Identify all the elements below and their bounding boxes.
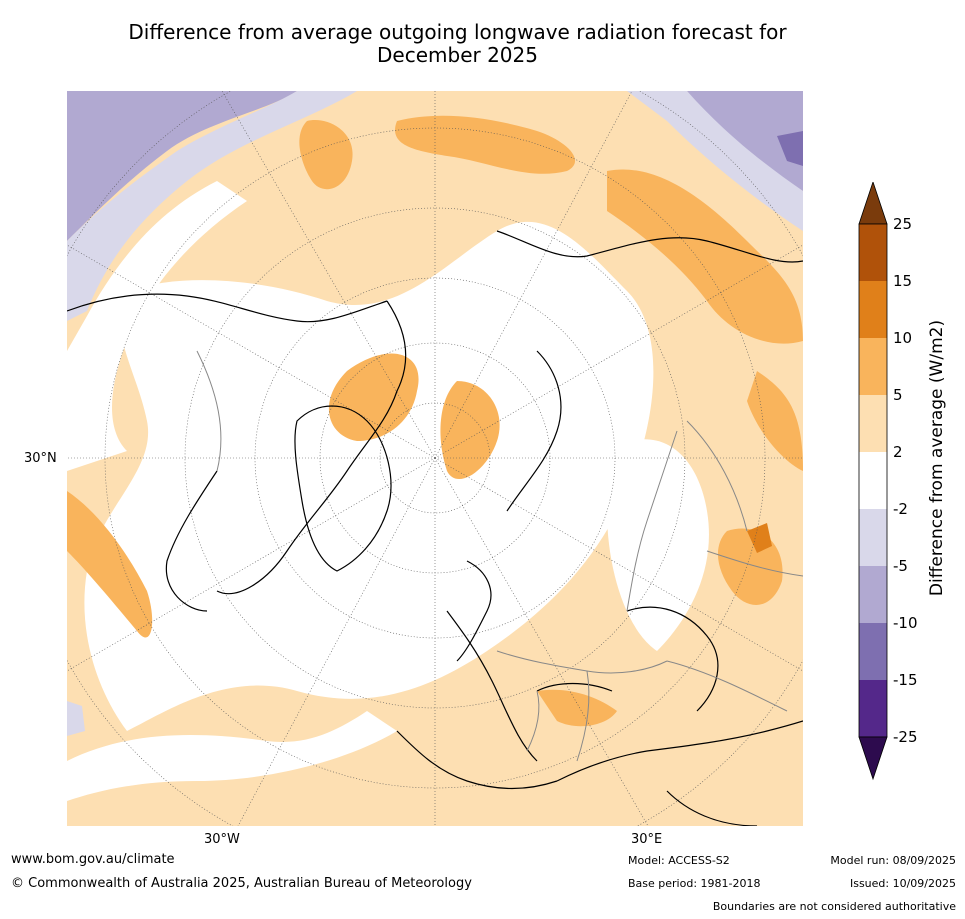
colorbar-tick-label: -2 <box>893 500 908 518</box>
colorbar-tick-label: 10 <box>893 329 913 347</box>
anomaly-positive-west <box>67 491 153 638</box>
title-line-1: Difference from average outgoing longwav… <box>128 20 787 44</box>
colorbar-tick-label: 25 <box>893 215 913 233</box>
longitude-label-30w: 30°W <box>204 832 240 847</box>
colorbar-tick-label: 15 <box>893 272 913 290</box>
anomaly-positive-greenland <box>328 353 419 441</box>
anomaly-positive-alaska-north <box>299 120 353 190</box>
anomaly-positive-arctic-centre <box>440 381 500 480</box>
colorbar-extend-bottom <box>858 736 888 781</box>
colorbar-segment <box>859 623 887 680</box>
disclaimer-text: Boundaries are not considered authoritat… <box>712 900 956 913</box>
colorbar-segment <box>859 338 887 395</box>
colorbar-segment <box>859 566 887 623</box>
colorbar-title: Difference from average (W/m2) <box>927 319 947 597</box>
colorbar-tick-label: -10 <box>893 614 918 632</box>
coastlines <box>67 230 803 826</box>
anomaly-negative-topright <box>687 91 803 191</box>
colorbar-tick-label: -15 <box>893 671 918 689</box>
colorbar-segment <box>859 224 887 281</box>
anomaly-weak-negative-left <box>67 701 85 736</box>
anomaly-neutral-arctic <box>84 221 654 732</box>
base-period-text: Base period: 1981-2018 <box>628 877 761 890</box>
anomaly-weak-negative-topleft <box>67 91 357 321</box>
colorbar-extend-top <box>858 182 888 225</box>
colorbar-tick-label: -25 <box>893 728 918 746</box>
copyright-text: © Commonwealth of Australia 2025, Austra… <box>11 876 472 891</box>
colorbar-tick-label: 5 <box>893 386 903 404</box>
model-run-text: Model run: 08/09/2025 <box>830 854 956 867</box>
colorbar-tick-label: -5 <box>893 557 908 575</box>
colorbar <box>858 182 888 781</box>
issued-text: Issued: 10/09/2025 <box>849 877 956 890</box>
longitude-label-30e: 30°E <box>631 832 663 847</box>
colorbar-tick-label: 2 <box>893 443 903 461</box>
anomaly-neutral-atlantic <box>67 711 397 801</box>
colorbar-segment <box>859 281 887 338</box>
anomaly-positive-east <box>747 371 803 471</box>
colorbar-segment <box>859 395 887 452</box>
anomaly-positive-north-pacific <box>395 115 576 174</box>
colorbar-segment <box>859 452 887 509</box>
colorbar-segment <box>859 680 887 737</box>
anomaly-strong-positive-patch <box>747 523 772 553</box>
map-canvas <box>67 91 803 826</box>
latitude-label-30n: 30°N <box>24 451 57 466</box>
website-link[interactable]: www.bom.gov.au/climate <box>11 852 175 867</box>
anomaly-positive-east-asia <box>607 169 803 344</box>
colorbar-segment <box>859 509 887 566</box>
longitude-meridians <box>67 91 803 826</box>
anomaly-neutral-siberia <box>607 439 709 651</box>
country-borders <box>196 350 803 762</box>
model-text: Model: ACCESS-S2 <box>628 854 730 867</box>
anomaly-neutral-left-band <box>67 181 247 471</box>
anomaly-positive-mediterranean <box>537 689 617 727</box>
polar-map <box>67 91 803 826</box>
anomaly-weak-negative-topright <box>627 91 803 231</box>
anomaly-negative-topleft <box>67 91 297 241</box>
anomaly-strong-negative-topright <box>777 131 803 166</box>
chart-title: Difference from average outgoing longwav… <box>60 21 855 67</box>
title-line-2: December 2025 <box>377 43 538 67</box>
